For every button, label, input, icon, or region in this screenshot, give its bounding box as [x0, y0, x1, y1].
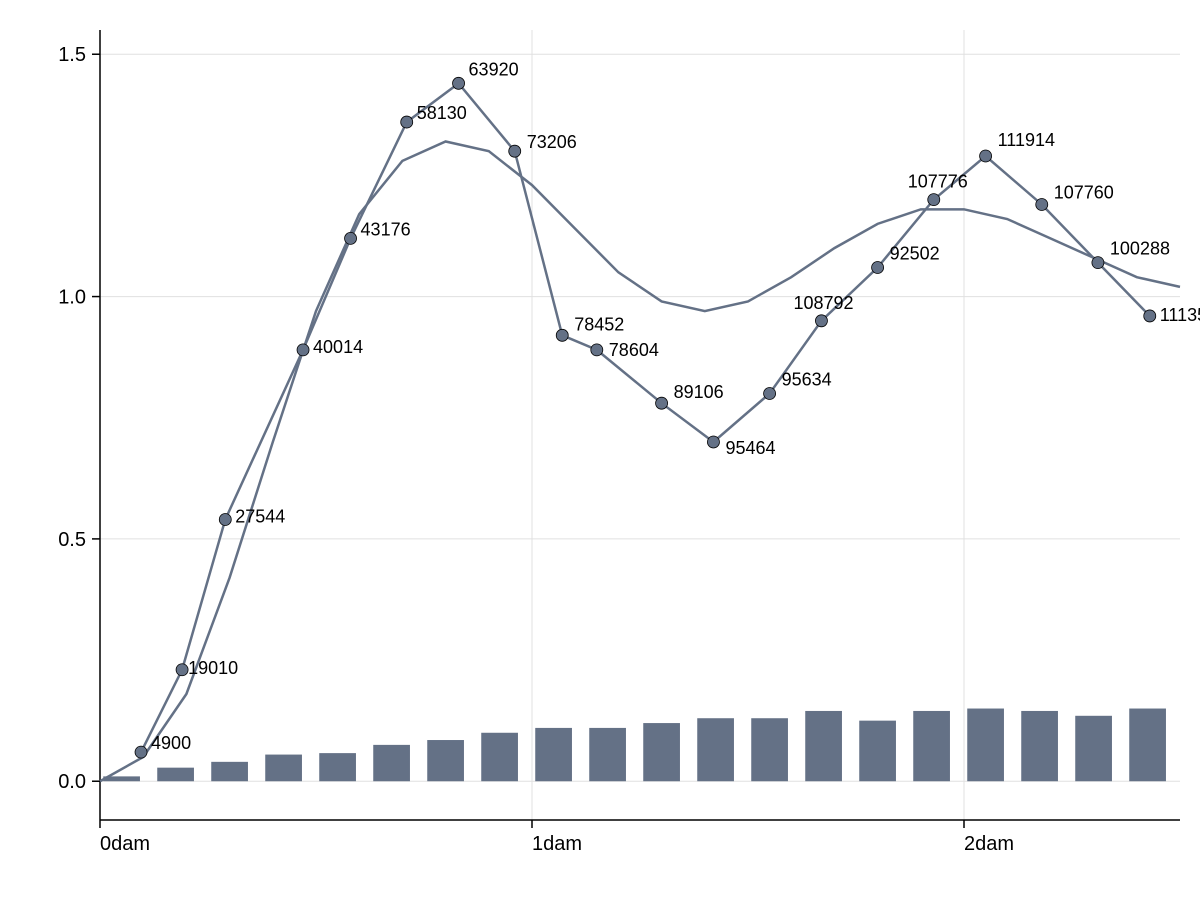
bar	[1075, 716, 1112, 781]
data-label: 111358	[1160, 305, 1200, 325]
y-tick-label: 1.5	[58, 44, 86, 66]
x-tick-label: 0dam	[100, 833, 150, 855]
data-label: 92502	[890, 243, 940, 263]
data-marker	[928, 194, 940, 206]
data-marker	[591, 344, 603, 356]
bar	[697, 718, 734, 781]
data-marker	[980, 150, 992, 162]
data-label: 58130	[417, 103, 467, 123]
data-label: 95464	[725, 438, 775, 458]
data-marker	[453, 77, 465, 89]
data-label: 40014	[313, 337, 363, 357]
bar	[319, 753, 356, 781]
data-marker	[556, 329, 568, 341]
bar	[265, 755, 302, 782]
data-label: 73206	[527, 132, 577, 152]
data-marker	[401, 116, 413, 128]
data-label: 89106	[674, 382, 724, 402]
x-tick-label: 2dam	[964, 833, 1014, 855]
data-marker	[135, 746, 147, 758]
data-marker	[1036, 198, 1048, 210]
data-label: 107760	[1054, 182, 1114, 202]
x-tick-label: 1dam	[532, 833, 582, 855]
data-marker	[815, 315, 827, 327]
bar	[1129, 709, 1166, 782]
data-label: 43176	[361, 219, 411, 239]
y-tick-label: 0.0	[58, 771, 86, 793]
data-marker	[219, 514, 231, 526]
data-label: 78452	[574, 314, 624, 334]
bar	[643, 723, 680, 781]
chart-container: 0.0 0.5 1.0 1.5 0dam 1dam 2dam 4900 19010 27544 40…	[0, 0, 1200, 900]
data-label: 107776	[908, 172, 968, 192]
data-label: 95634	[782, 369, 832, 389]
data-marker	[509, 145, 521, 157]
data-marker	[1144, 310, 1156, 322]
data-label: 100288	[1110, 239, 1170, 259]
bar	[157, 768, 194, 782]
bar	[1021, 711, 1058, 781]
data-marker	[764, 387, 776, 399]
data-label: 27544	[235, 507, 285, 527]
data-label: 63920	[469, 59, 519, 79]
bar	[211, 762, 248, 781]
y-tick-label: 0.5	[58, 529, 86, 551]
data-marker	[656, 397, 668, 409]
data-marker	[872, 261, 884, 273]
bar	[859, 721, 896, 782]
data-label: 4900	[151, 733, 191, 753]
data-marker	[297, 344, 309, 356]
data-label: 108792	[793, 293, 853, 313]
bar	[751, 718, 788, 781]
data-label: 78604	[609, 340, 659, 360]
bar	[589, 728, 626, 781]
data-marker	[345, 232, 357, 244]
data-label: 111914	[998, 130, 1055, 150]
bar	[805, 711, 842, 781]
data-marker	[176, 664, 188, 676]
data-label: 19010	[188, 658, 238, 678]
bar	[373, 745, 410, 781]
y-tick-label: 1.0	[58, 287, 86, 309]
bar	[535, 728, 572, 781]
data-marker	[707, 436, 719, 448]
bar	[481, 733, 518, 781]
bar	[913, 711, 950, 781]
bar	[967, 709, 1004, 782]
bar	[427, 740, 464, 781]
data-marker	[1092, 257, 1104, 269]
chart-svg: 0.0 0.5 1.0 1.5 0dam 1dam 2dam 4900 19010 27544 40…	[0, 0, 1200, 900]
